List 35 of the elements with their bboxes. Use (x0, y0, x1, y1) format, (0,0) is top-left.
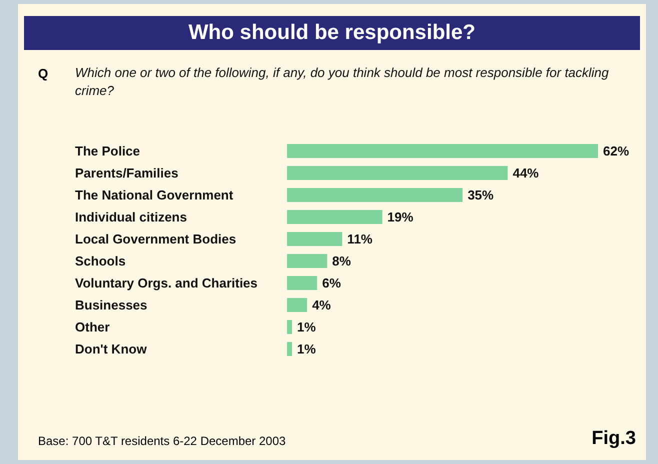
bar (287, 166, 508, 180)
data-label: 8% (332, 254, 352, 268)
text: Q (38, 66, 48, 81)
text: Base: 700 T&T residents 6-22 December 2003 (38, 434, 286, 448)
y-tick-label: Voluntary Orgs. and Charities (75, 276, 258, 290)
data-label: 19% (387, 210, 414, 224)
bar (287, 276, 318, 290)
data-label: 35% (468, 188, 494, 202)
data-label: 1% (297, 342, 316, 356)
bar (287, 232, 342, 246)
y-tick-label: Parents/Families (75, 166, 178, 180)
bar (287, 298, 308, 312)
data-label: 6% (322, 276, 342, 290)
bar (287, 144, 598, 158)
y-tick-label: Businesses (75, 298, 148, 312)
bar (287, 254, 328, 268)
data-label: 11% (347, 232, 373, 246)
data-label: 44% (512, 166, 540, 180)
chart-title: Who should be responsible? (24, 16, 640, 50)
bar (287, 188, 463, 202)
y-tick-label: Local Government Bodies (75, 232, 236, 246)
y-tick-label: Don't Know (75, 342, 148, 356)
data-label: 1% (297, 320, 316, 334)
y-tick-label: The National Government (75, 188, 234, 202)
y-tick-label: Individual citizens (75, 210, 187, 224)
bar (287, 320, 292, 334)
data-label: 4% (312, 298, 332, 312)
data-label: 62% (603, 144, 630, 158)
bar (287, 342, 292, 356)
caption: Fig.3 (592, 428, 636, 450)
y-tick-label: Schools (75, 254, 126, 268)
y-tick-label: The Police (75, 144, 140, 158)
bar (287, 210, 382, 224)
y-tick-label: Other (75, 320, 110, 334)
chart-subtitle: Which one or two of the following, if any, do you think should be most responsible for tackling crime? (75, 64, 610, 100)
